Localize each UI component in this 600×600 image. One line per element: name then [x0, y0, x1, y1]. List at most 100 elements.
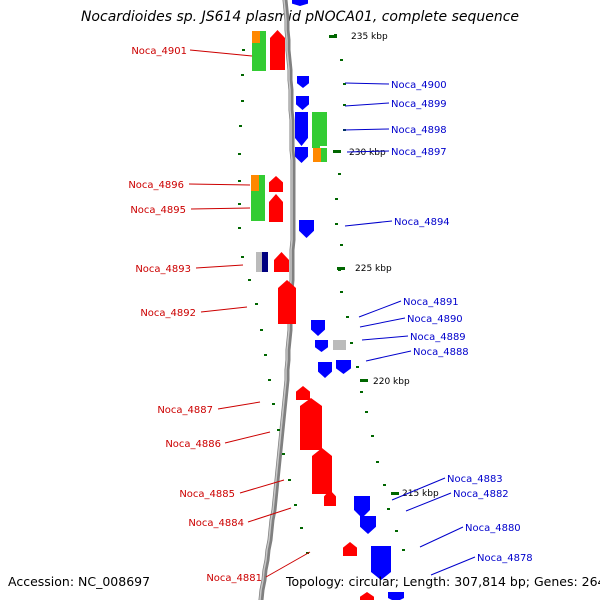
- gene-forward-arrow[interactable]: [270, 30, 285, 70]
- scale-tick: [360, 391, 363, 393]
- gene-label-noca-4887[interactable]: Noca_4887: [157, 405, 213, 416]
- gene-block[interactable]: [251, 175, 259, 191]
- gene-reverse-arrow[interactable]: [299, 220, 314, 238]
- scale-tick: [248, 279, 251, 281]
- callout-line: [344, 82, 390, 85]
- gene-reverse-arrow[interactable]: [295, 112, 308, 146]
- kbp-label: 235 kbp: [351, 32, 388, 42]
- scale-tick: [260, 329, 263, 331]
- gene-block[interactable]: [312, 112, 320, 148]
- scale-tick: [282, 453, 285, 455]
- gene-label-noca-4900[interactable]: Noca_4900: [391, 80, 447, 91]
- gene-label-noca-4901[interactable]: Noca_4901: [131, 46, 187, 57]
- gene-forward-arrow[interactable]: [274, 252, 289, 272]
- gene-forward-arrow[interactable]: [278, 280, 296, 324]
- gene-label-noca-4889[interactable]: Noca_4889: [410, 332, 466, 343]
- gene-reverse-arrow[interactable]: [318, 362, 332, 378]
- callout-line: [247, 507, 292, 523]
- callout-line: [359, 317, 406, 328]
- gene-reverse-arrow[interactable]: [297, 76, 309, 88]
- gene-forward-arrow[interactable]: [300, 398, 322, 450]
- callout-line: [419, 526, 464, 548]
- gene-forward-arrow[interactable]: [324, 490, 336, 506]
- gene-forward-arrow[interactable]: [269, 194, 283, 222]
- gene-label-noca-4888[interactable]: Noca_4888: [413, 347, 469, 358]
- scale-tick: [338, 173, 341, 175]
- scale-tick: [356, 366, 359, 368]
- scale-tick: [238, 227, 241, 229]
- scale-tick: [238, 203, 241, 205]
- gene-reverse-arrow[interactable]: [315, 340, 328, 352]
- callout-line: [200, 306, 248, 313]
- gene-label-noca-4892[interactable]: Noca_4892: [140, 308, 196, 319]
- gene-forward-arrow[interactable]: [343, 542, 357, 556]
- scale-tick: [300, 527, 303, 529]
- major-tick: [333, 150, 341, 153]
- gene-label-noca-4884[interactable]: Noca_4884: [188, 518, 244, 529]
- gene-reverse-arrow[interactable]: [295, 147, 308, 163]
- scale-tick: [241, 74, 244, 76]
- scale-tick: [340, 244, 343, 246]
- gene-label-noca-4890[interactable]: Noca_4890: [407, 314, 463, 325]
- callout-line: [346, 150, 390, 153]
- gene-block[interactable]: [262, 252, 268, 272]
- gene-label-noca-4896[interactable]: Noca_4896: [128, 180, 184, 191]
- gene-label-noca-4880[interactable]: Noca_4880: [465, 523, 521, 534]
- gene-block[interactable]: [260, 31, 266, 43]
- gene-block[interactable]: [333, 340, 346, 350]
- scale-tick: [395, 530, 398, 532]
- callout-line: [217, 401, 261, 410]
- gene-reverse-arrow[interactable]: [360, 516, 376, 534]
- callout-line: [190, 207, 251, 210]
- callout-line: [189, 49, 253, 57]
- gene-block[interactable]: [251, 191, 265, 221]
- gene-reverse-arrow[interactable]: [292, 0, 308, 6]
- gene-block[interactable]: [259, 175, 265, 191]
- gene-reverse-arrow[interactable]: [388, 592, 404, 600]
- scale-tick: [371, 435, 374, 437]
- major-tick: [391, 492, 399, 495]
- gene-forward-arrow[interactable]: [269, 176, 283, 192]
- gene-forward-arrow[interactable]: [296, 386, 310, 400]
- scale-tick: [238, 153, 241, 155]
- gene-label-noca-4895[interactable]: Noca_4895: [130, 205, 186, 216]
- gene-label-noca-4894[interactable]: Noca_4894: [394, 217, 450, 228]
- scale-tick: [288, 479, 291, 481]
- map-title: Nocardioides sp. JS614 plasmid pNOCA01, …: [80, 9, 520, 25]
- gene-label-noca-4878[interactable]: Noca_4878: [477, 553, 533, 564]
- gene-label-noca-4898[interactable]: Noca_4898: [391, 125, 447, 136]
- gene-label-noca-4893[interactable]: Noca_4893: [135, 264, 191, 275]
- gene-label-noca-4881[interactable]: Noca_4881: [206, 573, 262, 584]
- gene-reverse-arrow[interactable]: [354, 496, 370, 518]
- gene-reverse-arrow[interactable]: [296, 96, 309, 110]
- gene-forward-arrow[interactable]: [360, 592, 374, 600]
- kbp-label: 225 kbp: [355, 264, 392, 274]
- gene-label-noca-4891[interactable]: Noca_4891: [403, 297, 459, 308]
- gene-block[interactable]: [256, 252, 262, 272]
- gene-label-noca-4885[interactable]: Noca_4885: [179, 489, 235, 500]
- gene-block[interactable]: [252, 43, 266, 71]
- scale-tick: [387, 508, 390, 510]
- gene-block[interactable]: [252, 31, 260, 43]
- gene-label-noca-4899[interactable]: Noca_4899: [391, 99, 447, 110]
- gene-reverse-arrow[interactable]: [336, 360, 351, 374]
- gene-label-noca-4882[interactable]: Noca_4882: [453, 489, 509, 500]
- gene-reverse-arrow[interactable]: [371, 546, 391, 580]
- callout-line: [344, 102, 390, 107]
- scale-tick: [350, 342, 353, 344]
- gene-label-noca-4897[interactable]: Noca_4897: [391, 147, 447, 158]
- gene-block[interactable]: [320, 112, 327, 146]
- gene-block[interactable]: [321, 148, 327, 162]
- topology-text: Topology: circular; Length: 307,814 bp; …: [286, 574, 600, 589]
- gene-block[interactable]: [313, 148, 321, 162]
- scale-tick: [242, 49, 245, 51]
- gene-label-noca-4883[interactable]: Noca_4883: [447, 474, 503, 485]
- callout-line: [224, 431, 271, 444]
- callout-line: [361, 335, 409, 341]
- gene-forward-arrow[interactable]: [312, 448, 332, 494]
- major-tick: [337, 267, 345, 270]
- gene-reverse-arrow[interactable]: [311, 320, 325, 336]
- gene-label-noca-4886[interactable]: Noca_4886: [165, 439, 221, 450]
- callout-line: [344, 220, 393, 227]
